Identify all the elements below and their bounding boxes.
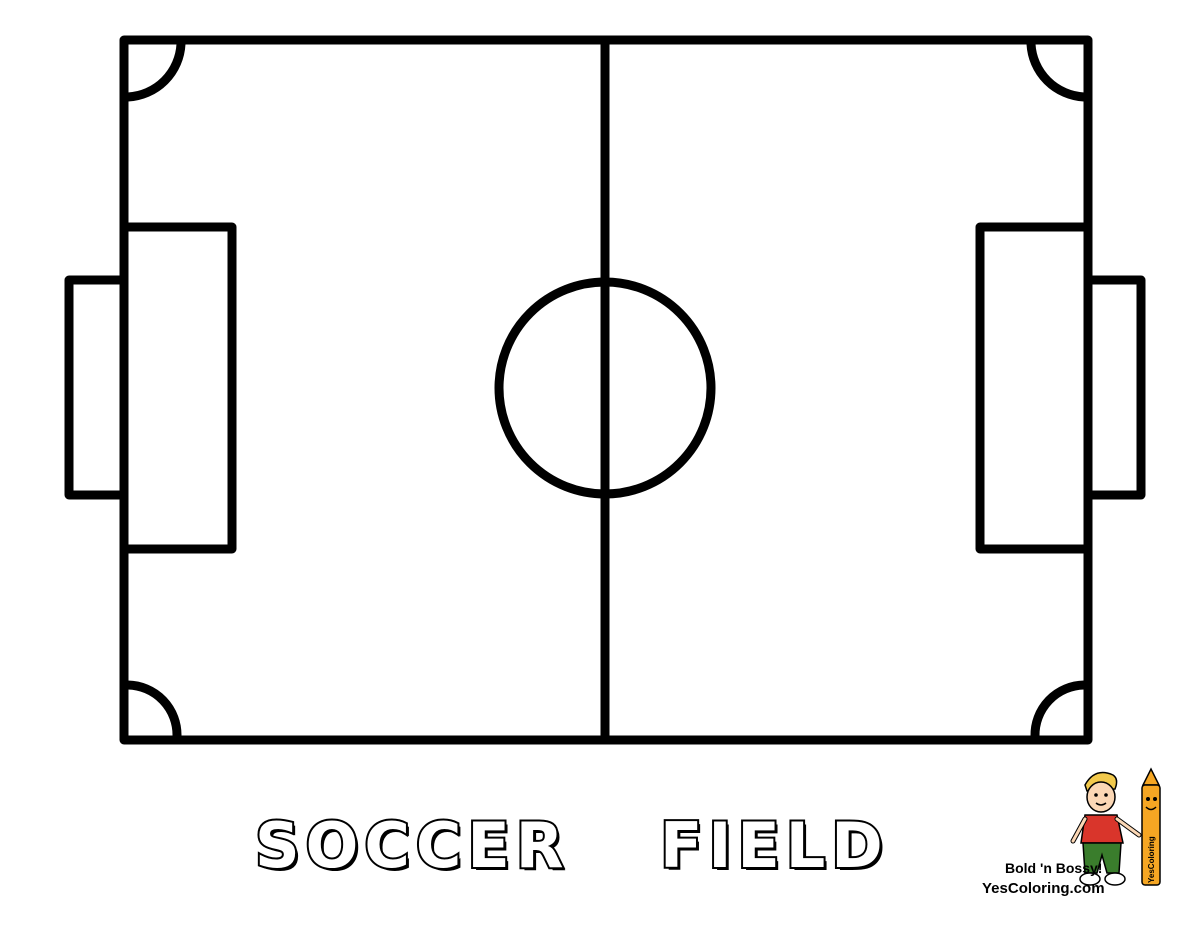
right-goal xyxy=(1083,275,1146,500)
crayon-label: YesColoring xyxy=(1147,836,1156,883)
title-word-field: FIELD xyxy=(658,809,889,882)
center-circle xyxy=(494,277,716,499)
corner-arc-top-left xyxy=(123,39,186,102)
boy-figure xyxy=(1070,771,1142,886)
left-penalty-box xyxy=(119,222,237,554)
crayon-icon: YesColoring xyxy=(1141,767,1161,886)
corner-arc-top-right xyxy=(1026,39,1089,102)
corner-arc-bottom-right xyxy=(1030,680,1089,741)
boy-with-crayon-mascot-icon: YesColoring xyxy=(1070,767,1161,886)
right-penalty-box xyxy=(975,222,1093,554)
title-word-soccer: SOCCER xyxy=(253,809,570,882)
credit-tagline: Bold 'n Bossy! xyxy=(1005,860,1103,876)
corner-arc-bottom-left xyxy=(123,680,182,741)
left-goal xyxy=(64,275,129,500)
credit-site-link[interactable]: YesColoring.com xyxy=(982,880,1105,897)
